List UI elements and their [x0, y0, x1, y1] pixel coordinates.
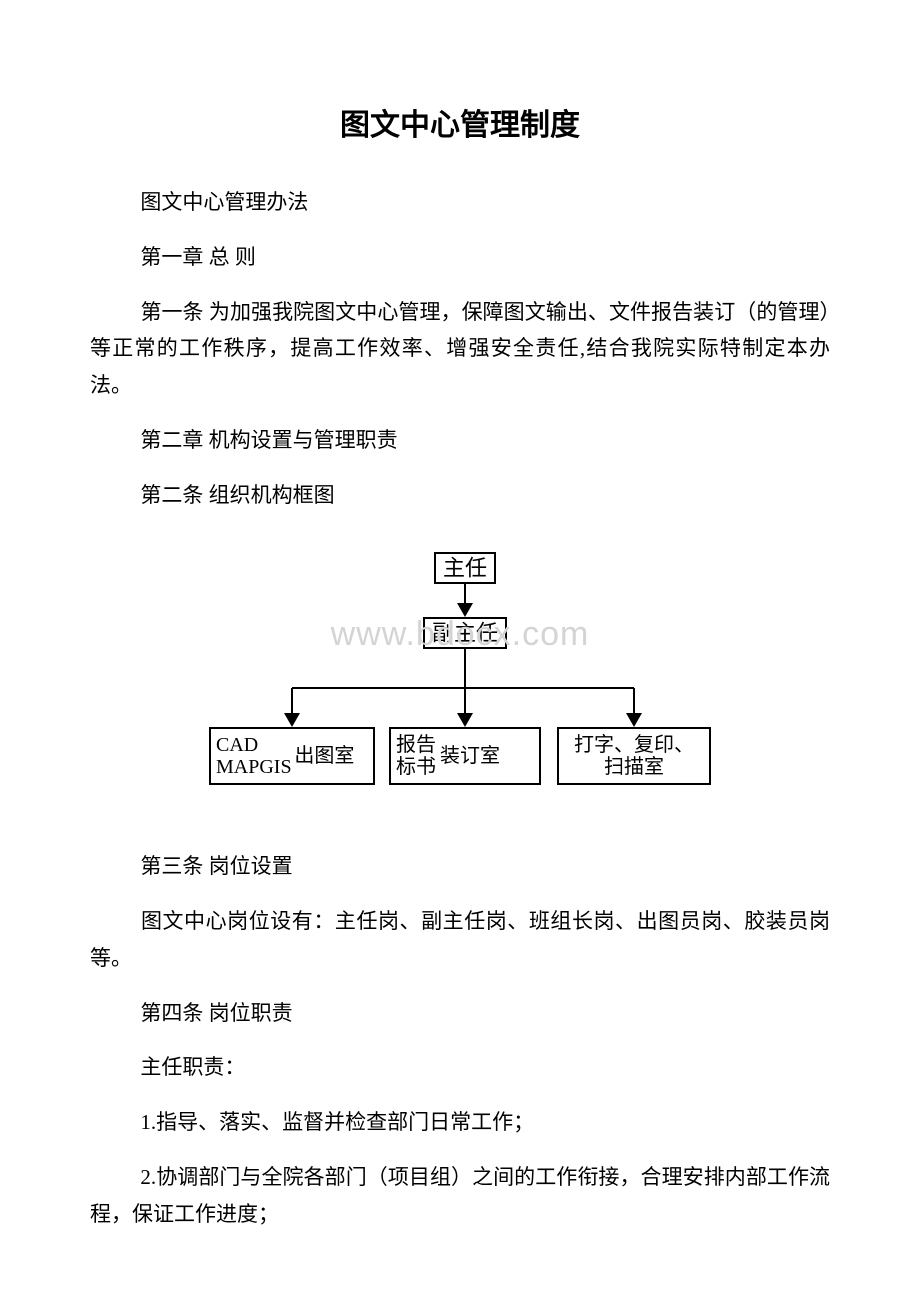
svg-text:打字、复印、: 打字、复印、: [574, 733, 694, 756]
svg-text:主任: 主任: [443, 556, 487, 581]
svg-text:副主任: 副主任: [432, 621, 498, 646]
org-chart-svg: 主任副主任 CADMAPGIS出图室 报告标书装订室 打字、复印、扫描室: [140, 543, 780, 798]
director-duties-title: 主任职责：: [90, 1049, 830, 1086]
svg-text:MAPGIS: MAPGIS: [216, 756, 292, 778]
org-chart: www.bdocx.com 主任副主任CADMAPGIS出图室报告标书装订室打字…: [90, 543, 830, 798]
svg-text:标书: 标书: [396, 755, 436, 778]
article-3-body-text: 图文中心岗位设有：主任岗、副主任岗、班组长岗、出图员岗、胶装员岗等。: [90, 909, 830, 970]
duty-2-text: 2.协调部门与全院各部门（项目组）之间的工作衔接，合理安排内部工作流程，保证工作…: [90, 1165, 830, 1226]
article-4: 第四条 岗位职责: [90, 995, 830, 1032]
svg-text:CAD: CAD: [216, 734, 258, 756]
svg-text:出图室: 出图室: [294, 744, 354, 767]
svg-text:装订室: 装订室: [440, 744, 500, 767]
article-3: 第三条 岗位设置: [90, 848, 830, 885]
chapter-2-heading: 第二章 机构设置与管理职责: [90, 422, 830, 459]
subtitle: 图文中心管理办法: [90, 184, 830, 221]
svg-text:报告: 报告: [396, 733, 436, 756]
duty-1: 1.指导、落实、监督并检查部门日常工作；: [90, 1104, 830, 1141]
chapter-1-heading: 第一章 总 则: [90, 239, 830, 276]
article-1: 第一条 为加强我院图文中心管理，保障图文输出、文件报告装订（的管理）等正常的工作…: [90, 294, 830, 404]
article-1-text: 第一条 为加强我院图文中心管理，保障图文输出、文件报告装订（的管理）等正常的工作…: [90, 300, 830, 398]
article-3-body: 图文中心岗位设有：主任岗、副主任岗、班组长岗、出图员岗、胶装员岗等。: [90, 903, 830, 977]
svg-text:扫描室: 扫描室: [604, 755, 664, 778]
duty-2: 2.协调部门与全院各部门（项目组）之间的工作衔接，合理安排内部工作流程，保证工作…: [90, 1159, 830, 1233]
article-2: 第二条 组织机构框图: [90, 477, 830, 514]
document-title: 图文中心管理制度: [90, 100, 830, 144]
